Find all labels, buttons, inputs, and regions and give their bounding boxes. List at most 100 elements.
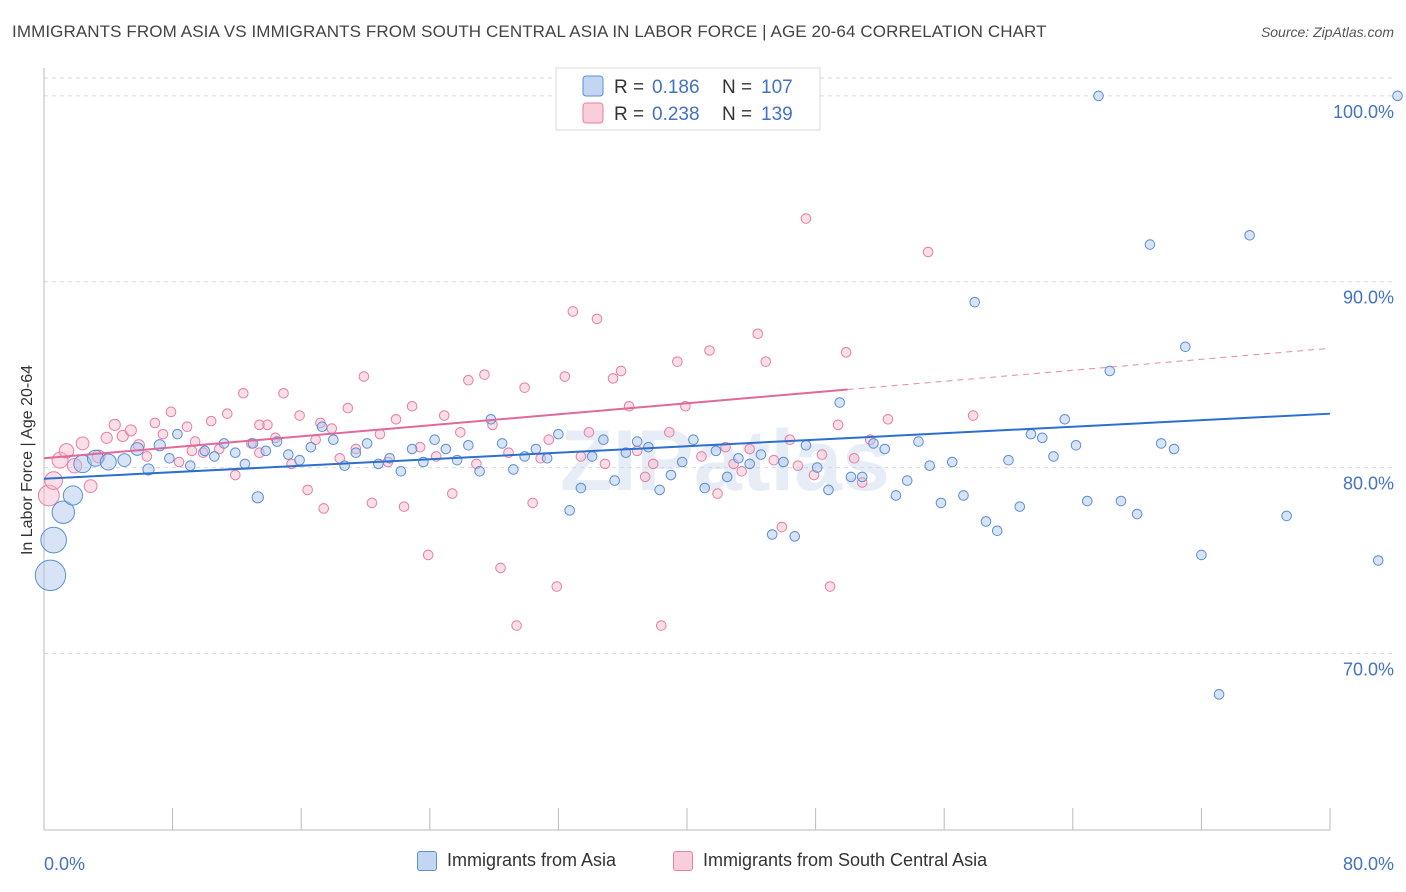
y-tick-labels: 70.0% 80.0% 90.0% 100.0% xyxy=(1333,102,1394,680)
y-tick-label: 80.0% xyxy=(1343,474,1394,494)
trend-line-sca-extension xyxy=(847,347,1331,391)
data-point xyxy=(422,549,434,561)
data-point xyxy=(149,417,161,429)
data-point xyxy=(124,424,137,437)
data-point xyxy=(429,434,440,446)
data-point xyxy=(229,447,241,459)
data-point xyxy=(496,438,508,449)
data-point xyxy=(639,471,651,483)
data-point xyxy=(623,400,635,412)
data-point xyxy=(856,471,868,483)
data-point xyxy=(1048,451,1059,462)
data-point xyxy=(254,419,265,431)
data-point xyxy=(665,469,677,481)
data-point xyxy=(879,443,891,455)
data-point xyxy=(736,466,747,477)
data-point xyxy=(946,456,958,468)
chart-title: IMMIGRANTS FROM ASIA VS IMMIGRANTS FROM … xyxy=(12,22,1047,41)
data-point xyxy=(474,466,485,477)
data-point xyxy=(294,454,305,466)
data-point xyxy=(969,296,981,308)
data-point xyxy=(1144,239,1156,250)
data-point xyxy=(980,516,992,527)
data-point xyxy=(721,471,733,483)
data-point xyxy=(1196,549,1207,561)
data-point xyxy=(1281,510,1292,522)
data-point xyxy=(414,441,426,453)
data-point xyxy=(744,443,755,455)
data-point xyxy=(1059,413,1071,425)
data-point xyxy=(350,447,362,459)
data-point xyxy=(1244,229,1255,241)
data-point xyxy=(704,345,715,356)
data-point xyxy=(318,503,330,514)
data-point xyxy=(567,306,579,317)
data-point xyxy=(752,328,764,340)
data-point xyxy=(447,488,458,499)
data-point xyxy=(699,482,710,494)
data-point xyxy=(776,521,788,533)
data-point xyxy=(398,501,410,512)
data-point xyxy=(519,382,530,393)
data-point xyxy=(1104,365,1116,377)
data-point xyxy=(1070,439,1082,451)
data-point xyxy=(800,213,812,224)
data-point xyxy=(164,452,175,464)
data-point xyxy=(83,479,98,494)
data-point xyxy=(559,371,571,382)
data-point xyxy=(575,482,587,494)
data-point xyxy=(541,452,553,464)
data-point xyxy=(789,531,801,542)
data-point xyxy=(768,454,780,466)
y-tick-label: 70.0% xyxy=(1343,659,1394,679)
data-point xyxy=(205,415,217,427)
data-point xyxy=(406,400,418,412)
data-point xyxy=(564,505,575,516)
data-point xyxy=(655,620,667,631)
data-point xyxy=(184,460,196,472)
data-point xyxy=(141,451,153,462)
data-point xyxy=(607,373,619,384)
data-point xyxy=(165,406,177,418)
data-point xyxy=(1014,501,1026,512)
data-point xyxy=(543,434,555,446)
data-point xyxy=(511,620,522,631)
data-point xyxy=(712,488,723,499)
data-point xyxy=(591,313,603,325)
data-point xyxy=(710,445,722,457)
data-point xyxy=(350,443,362,455)
legend-r-label-sca: R = xyxy=(614,104,644,125)
data-point xyxy=(760,356,772,367)
data-point xyxy=(696,451,707,462)
data-point xyxy=(856,477,868,488)
data-point xyxy=(294,410,305,421)
data-point xyxy=(62,485,84,506)
data-point xyxy=(1036,432,1048,444)
data-point xyxy=(209,451,220,462)
data-point xyxy=(654,484,665,496)
data-point xyxy=(575,451,587,462)
data-point xyxy=(58,443,75,459)
data-point xyxy=(784,434,796,446)
legend-swatch-sca xyxy=(582,102,604,124)
data-point xyxy=(848,452,860,464)
bottom-legend-swatch-asia xyxy=(417,850,437,871)
data-point xyxy=(328,434,339,446)
data-point xyxy=(278,387,289,399)
data-point xyxy=(840,347,852,358)
data-point xyxy=(44,471,63,490)
data-point xyxy=(901,475,913,486)
data-point xyxy=(882,413,894,425)
legend-box: R = 0.186 N = 107 R = 0.238 N = 139 xyxy=(555,67,821,131)
legend-r-value-sca: 0.238 xyxy=(652,104,700,125)
data-point xyxy=(199,445,211,457)
bottom-legend-swatch-sca xyxy=(673,850,693,871)
data-point xyxy=(390,413,402,425)
data-point xyxy=(283,449,294,460)
legend-n-label-sca: N = xyxy=(722,104,752,125)
data-point xyxy=(440,443,452,455)
data-point xyxy=(1168,443,1180,455)
data-point xyxy=(647,458,659,470)
y-tick-label: 90.0% xyxy=(1343,288,1394,308)
data-point xyxy=(66,458,83,474)
